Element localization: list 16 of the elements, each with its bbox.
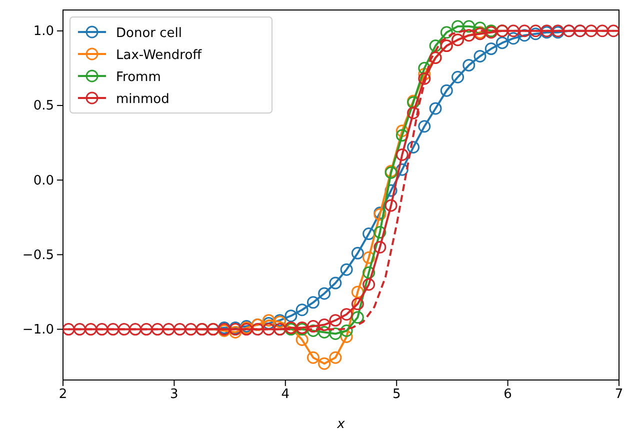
legend-label: Donor cell bbox=[116, 26, 182, 41]
x-tick-label: 5 bbox=[392, 387, 401, 402]
y-tick-label: 1.0 bbox=[33, 24, 54, 40]
y-tick-label: 0.5 bbox=[33, 98, 54, 114]
x-tick-label: 6 bbox=[504, 387, 512, 402]
y-tick-label: −0.5 bbox=[22, 248, 54, 263]
legend-label: minmod bbox=[116, 92, 170, 107]
x-axis-title: x bbox=[336, 417, 346, 432]
x-tick-label: 3 bbox=[170, 387, 178, 402]
x-tick-label: 4 bbox=[281, 387, 290, 402]
y-tick-label: 0.0 bbox=[33, 173, 54, 188]
legend-label: Lax-Wendroff bbox=[116, 48, 203, 63]
y-tick-label: −1.0 bbox=[22, 322, 54, 338]
x-tick-label: 2 bbox=[58, 387, 68, 402]
legend-label: Fromm bbox=[116, 70, 161, 85]
x-tick-label: 7 bbox=[614, 387, 624, 402]
